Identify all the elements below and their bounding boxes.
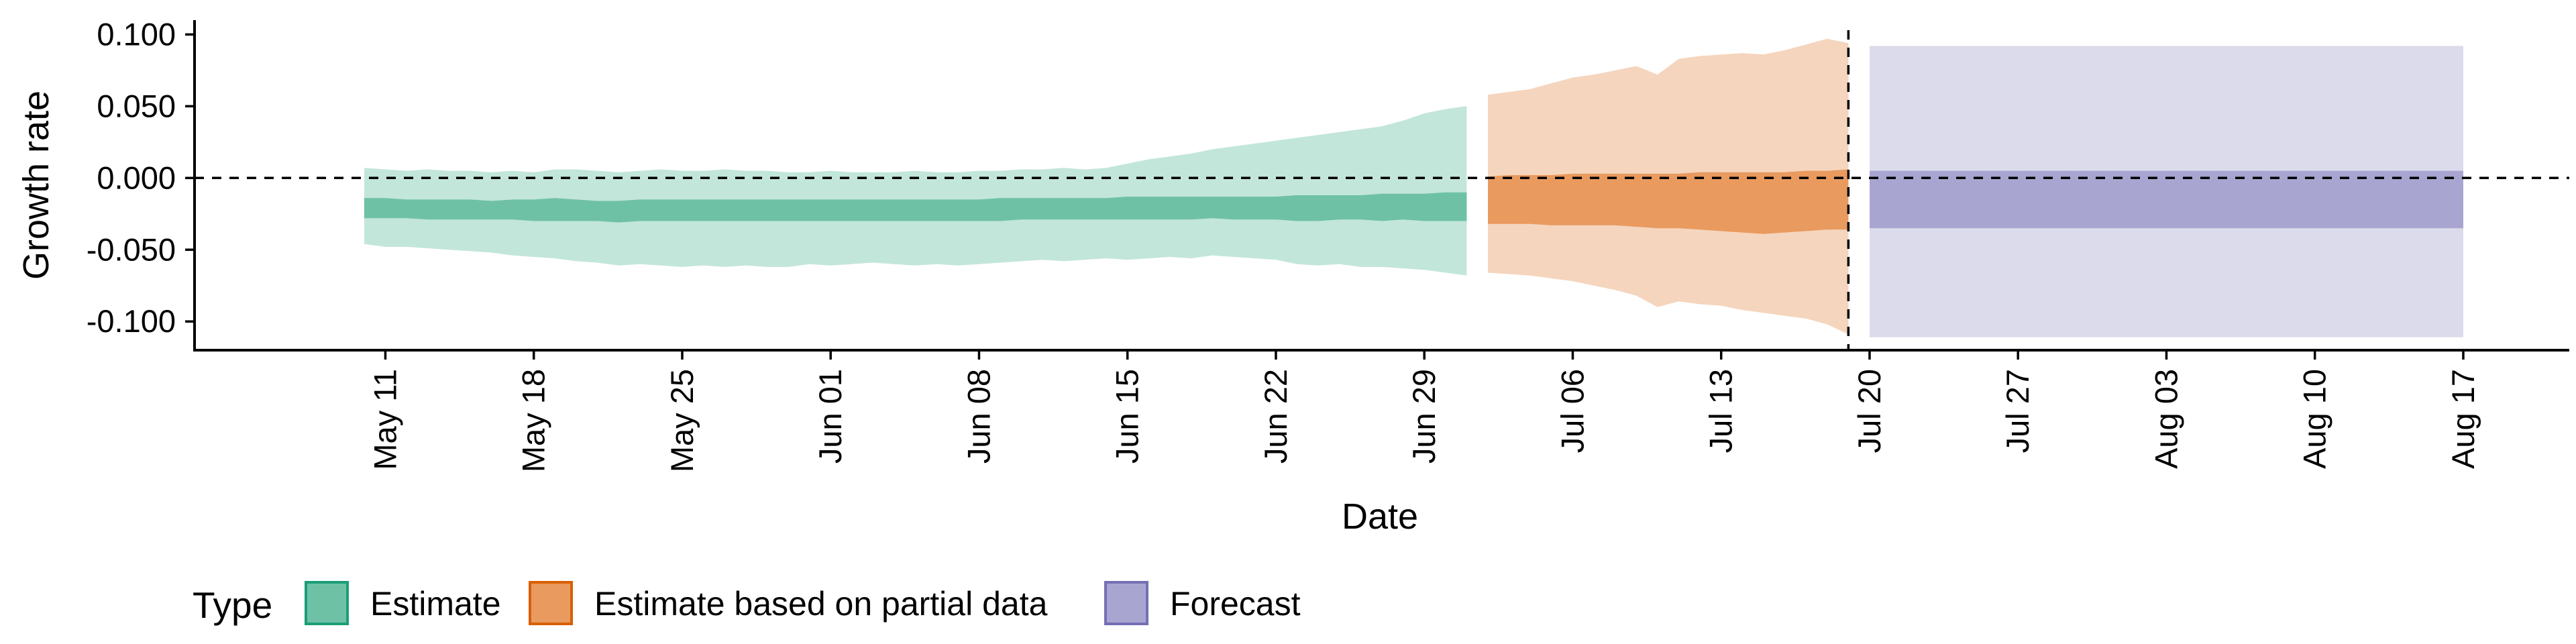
legend-title: Type xyxy=(193,584,272,626)
axes xyxy=(193,20,2569,352)
x-axis-ticks: May 11 May 18 May 25 Jun 01 Jun 08 Jun 15 Jun … xyxy=(367,350,2481,472)
x-tick-label: May 11 xyxy=(367,369,402,470)
x-tick-label: May 25 xyxy=(664,369,700,472)
x-axis-title: Date xyxy=(1342,496,1418,537)
x-tick-label: Aug 03 xyxy=(2148,369,2184,469)
y-tick-label: -0.050 xyxy=(87,231,176,267)
y-tick-label: 0.000 xyxy=(97,160,176,195)
x-tick-label: Jul 13 xyxy=(1703,369,1739,453)
y-axis-title: Growth rate xyxy=(16,91,56,280)
x-tick-label: Jul 06 xyxy=(1554,369,1590,453)
legend-key-estimate-based-on-partial-data xyxy=(529,581,573,625)
estimate-90-band xyxy=(364,106,1467,276)
legend: Type Estimate Estimate based on partial d… xyxy=(193,581,1301,626)
x-tick-label: Jun 29 xyxy=(1406,369,1442,464)
legend-label-estimate-based-on-partial-data: Estimate based on partial data xyxy=(594,585,1048,623)
estimate-50-band xyxy=(364,192,1467,223)
legend-key-forecast xyxy=(1104,581,1148,625)
x-tick-label: Jun 15 xyxy=(1110,369,1145,464)
y-tick-label: 0.050 xyxy=(97,88,176,123)
legend-key-estimate xyxy=(305,581,349,625)
y-tick-label: -0.100 xyxy=(87,303,176,339)
y-tick-label: 0.100 xyxy=(97,16,176,52)
x-tick-label: Jun 01 xyxy=(812,369,848,464)
x-tick-label: May 18 xyxy=(516,369,551,472)
x-tick-label: Aug 17 xyxy=(2445,369,2481,469)
reference-lines xyxy=(195,30,2569,350)
forecast-50-band xyxy=(1870,170,2463,229)
estimate-based-on-partial-data-50-band xyxy=(1488,169,1849,234)
legend-label-forecast: Forecast xyxy=(1170,585,1301,623)
y-axis-ticks: 0.100 0.050 0.000 -0.050 -0.100 xyxy=(87,16,195,339)
x-tick-label: Jul 27 xyxy=(2000,369,2035,453)
x-tick-label: Jun 08 xyxy=(961,369,996,464)
x-tick-label: Aug 10 xyxy=(2297,369,2332,469)
legend-label-estimate: Estimate xyxy=(370,585,501,623)
x-tick-label: Jun 22 xyxy=(1258,369,1293,464)
x-tick-label: Jul 20 xyxy=(1851,369,1887,453)
series-bands xyxy=(364,38,2463,337)
